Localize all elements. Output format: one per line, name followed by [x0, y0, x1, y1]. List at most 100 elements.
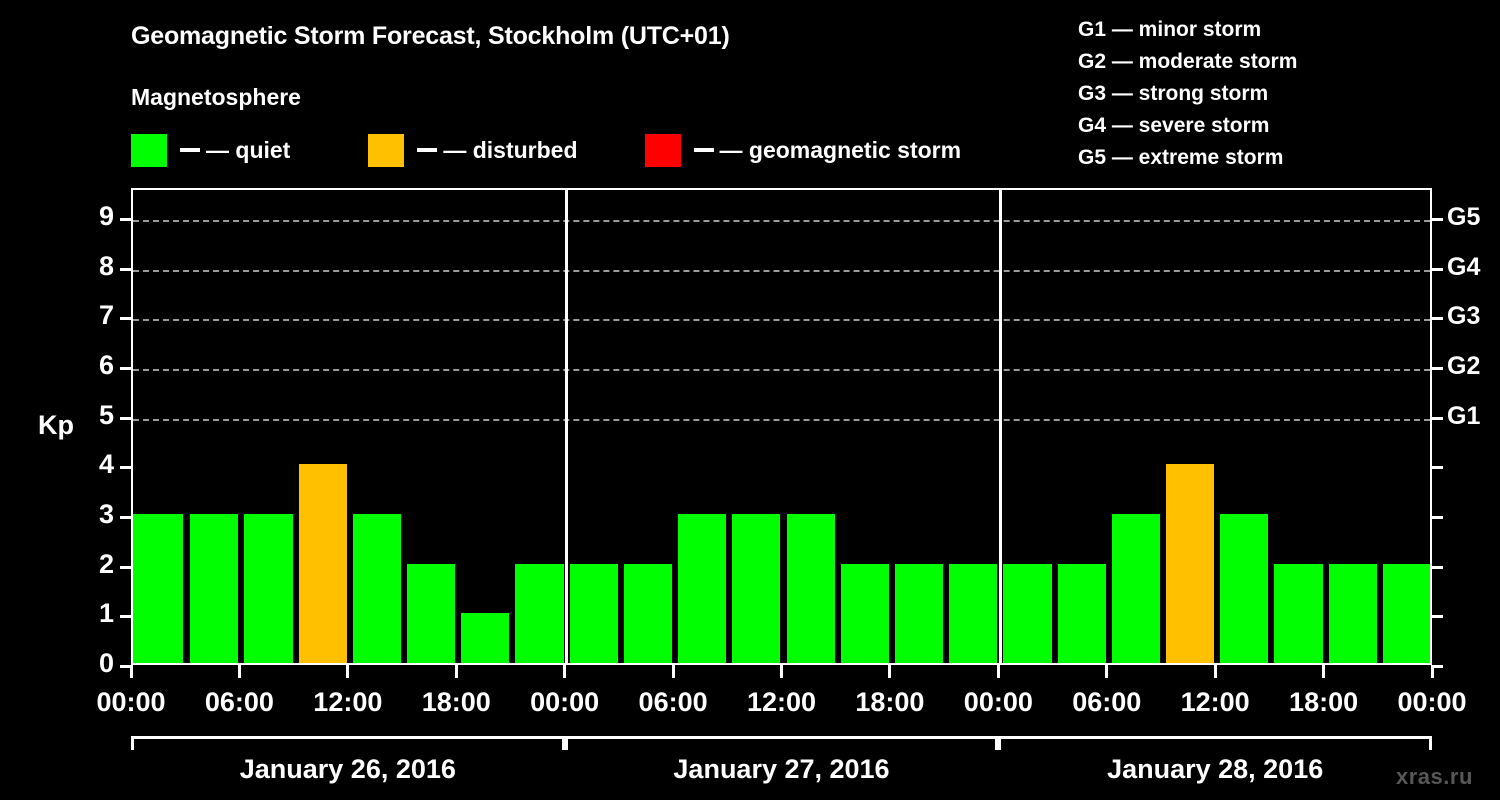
y-tick-right: [1432, 466, 1443, 470]
y-tick-right: [1432, 515, 1443, 519]
watermark: xras.ru: [1396, 764, 1473, 789]
x-tick-label: 12:00: [746, 687, 817, 717]
y-tick-right: [1432, 615, 1443, 619]
x-tick: [671, 665, 675, 678]
g-scale-legend: G1 — minor storm G2 — moderate storm G3 …: [1078, 14, 1297, 174]
bar: [678, 513, 727, 663]
bar: [894, 563, 944, 663]
y-tick-left: [120, 366, 131, 370]
x-tick-label: 18:00: [421, 687, 491, 717]
y-tick-right: [1432, 317, 1443, 321]
bar: [1382, 563, 1430, 663]
bar: [1220, 513, 1269, 663]
quiet-color-swatch: [131, 133, 167, 167]
x-tick: [563, 665, 567, 678]
y-tick-right: [1432, 267, 1443, 271]
y-tick-label-left: 3: [98, 498, 114, 529]
y-tick-left: [120, 466, 131, 470]
date-bracket: [564, 736, 999, 750]
legend-item-quiet: — quiet: [131, 132, 290, 168]
y-tick-right: [1432, 366, 1443, 370]
x-tick: [780, 665, 783, 678]
y-tick-label-left: 5: [98, 399, 114, 430]
y-tick-left: [120, 416, 131, 420]
y-tick-right: [1432, 416, 1443, 420]
bar: [190, 513, 239, 663]
g-scale-line-g4: G4 — severe storm: [1078, 114, 1270, 137]
y-tick-label-left: 2: [98, 548, 114, 579]
bar: [1057, 563, 1106, 663]
day-separator: [998, 190, 1002, 663]
g-scale-line-g2: G2 — moderate storm: [1078, 50, 1298, 73]
x-tick-label: 12:00: [313, 687, 383, 717]
y-tick-left: [120, 217, 131, 221]
x-tick-label: 06:00: [1072, 687, 1142, 717]
g-scale-tick-label: G2: [1447, 351, 1481, 380]
chart-subtitle: Magnetosphere: [131, 84, 301, 110]
x-tick: [1322, 665, 1326, 678]
bar: [298, 464, 347, 663]
page-title: Geomagnetic Storm Forecast, Stockholm (U…: [131, 22, 730, 50]
day-separator: [565, 190, 569, 663]
y-tick-label-left: 8: [98, 250, 114, 281]
bar: [1274, 563, 1323, 663]
y-tick-label-left: 6: [98, 349, 114, 380]
bar: [244, 513, 293, 663]
y-tick-label-left: 9: [98, 200, 114, 231]
g-scale-line-g1: G1 — minor storm: [1078, 18, 1262, 41]
legend-label-disturbed: — disturbed: [443, 136, 578, 163]
g-scale-tick-label: G3: [1447, 302, 1481, 331]
x-tick-label: 00:00: [530, 687, 600, 717]
bar: [840, 563, 889, 663]
g-scale-line-g5: G5 — extreme storm: [1078, 146, 1284, 169]
storm-color-swatch: [644, 133, 681, 167]
bar: [1111, 513, 1160, 663]
legend-dash: [693, 148, 714, 152]
date-bracket: [131, 736, 565, 750]
g-scale-tick-label: G4: [1447, 252, 1481, 281]
y-tick-left: [120, 515, 131, 519]
date-label: January 27, 2016: [673, 754, 890, 784]
g-scale-tick-label: G5: [1447, 202, 1481, 231]
bar: [569, 563, 618, 663]
bar: [352, 513, 402, 663]
activity-legend: — quiet — disturbed — geomagnetic storm: [131, 132, 961, 168]
x-tick-label: 12:00: [1180, 687, 1250, 717]
x-tick-label: 18:00: [1289, 687, 1359, 717]
x-tick: [129, 665, 133, 678]
x-tick-label: 06:00: [204, 687, 274, 717]
y-tick-label-left: 7: [98, 300, 114, 331]
y-tick-left: [120, 267, 131, 271]
gridline: [133, 418, 1430, 421]
gridline: [133, 269, 1430, 272]
y-axis-title: Kp: [38, 410, 74, 440]
x-tick: [237, 665, 241, 678]
x-tick: [346, 665, 350, 678]
x-tick: [1105, 665, 1109, 678]
legend-dash: [180, 148, 200, 152]
x-tick-label: 18:00: [855, 687, 925, 717]
legend-label-quiet: — quiet: [206, 136, 291, 163]
x-tick: [996, 665, 1000, 678]
g-scale-line-g3: G3 — strong storm: [1078, 82, 1269, 105]
x-tick-label: 00:00: [96, 687, 166, 717]
bar: [1165, 464, 1215, 663]
legend-item-storm: — geomagnetic storm: [644, 132, 962, 168]
x-tick: [454, 665, 458, 678]
bars-layer: [133, 190, 1430, 663]
x-tick: [1430, 665, 1434, 678]
legend-label-storm: — geomagnetic storm: [719, 136, 962, 163]
x-tick-label: 00:00: [963, 687, 1033, 717]
x-tick: [888, 665, 892, 678]
x-tick-label: 06:00: [638, 687, 708, 717]
gridline: [133, 368, 1430, 371]
bar: [515, 563, 564, 663]
y-tick-left: [120, 665, 131, 668]
date-label: January 26, 2016: [239, 754, 456, 784]
g-scale-tick-label: G1: [1447, 401, 1481, 430]
plot-area: [131, 188, 1432, 665]
bar: [133, 513, 184, 663]
legend-item-disturbed: — disturbed: [368, 132, 578, 168]
bar: [461, 613, 510, 663]
